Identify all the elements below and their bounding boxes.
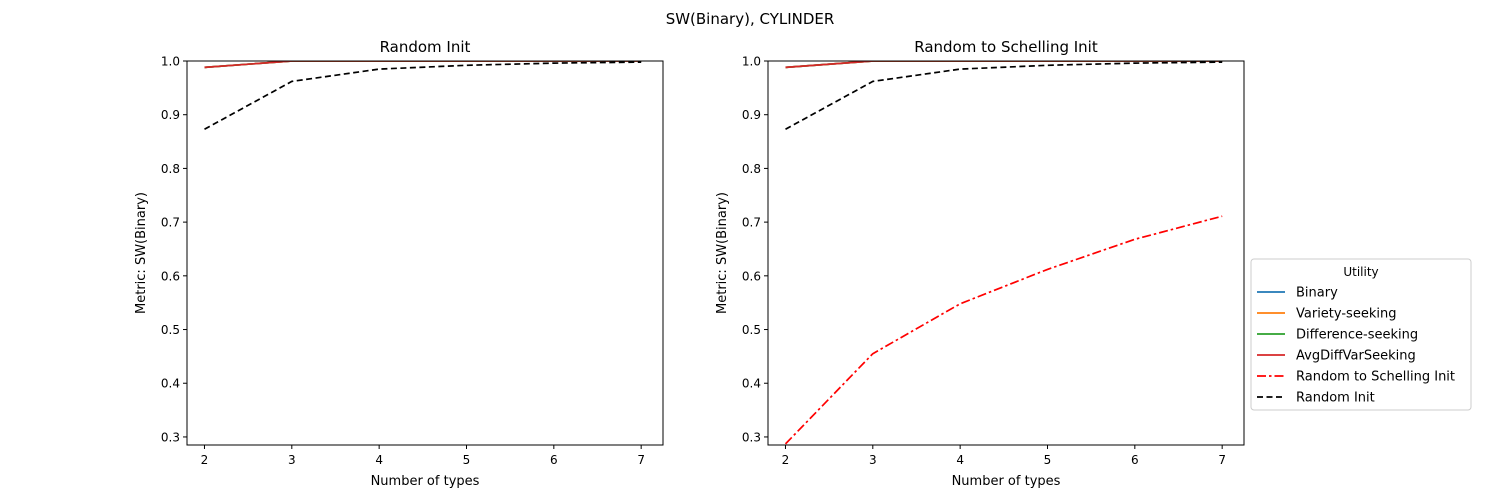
y-tick-label: 0.4 xyxy=(742,377,761,391)
series-line-random-init xyxy=(204,61,642,130)
y-tick-label: 0.9 xyxy=(742,108,761,122)
x-tick-label: 3 xyxy=(288,453,296,467)
x-tick-label: 5 xyxy=(463,453,471,467)
figure-suptitle: SW(Binary), CYLINDER xyxy=(666,10,835,28)
legend-entry: Difference-seeking xyxy=(1257,328,1418,343)
x-tick-label: 7 xyxy=(637,453,645,467)
y-axis-label: Metric: SW(Binary) xyxy=(134,192,149,314)
x-tick-label: 3 xyxy=(869,453,877,467)
y-tick-label: 0.5 xyxy=(161,323,180,337)
series-line-random-init xyxy=(785,61,1223,130)
legend-label: Difference-seeking xyxy=(1296,328,1418,343)
chart-panel-1: 2 3 4 5 6 7 0.3 0.4 0.5 0.6 0.7 0.8 0.9 1.0 Random Ini… xyxy=(134,38,664,489)
y-tick-label: 0.5 xyxy=(742,323,761,337)
series-line-avgdiffvarseeking xyxy=(204,61,642,69)
y-tick-label: 0.4 xyxy=(161,377,180,391)
legend-entry: Random to Schelling Init xyxy=(1257,370,1455,385)
plot-frame xyxy=(186,60,664,446)
legend-entry: Binary xyxy=(1257,286,1338,301)
x-axis-label: Number of types xyxy=(371,474,480,489)
chart-title: Random Init xyxy=(380,38,471,56)
legend-entry: AvgDiffVarSeeking xyxy=(1257,349,1416,364)
series-line-random-to-schelling-init xyxy=(784,215,1223,445)
x-tick-label: 4 xyxy=(375,453,383,467)
y-tick-label: 1.0 xyxy=(161,55,180,69)
legend-title: Utility xyxy=(1343,265,1378,279)
y-tick-label: 0.6 xyxy=(161,269,180,283)
x-tick-label: 7 xyxy=(1218,453,1226,467)
series-group xyxy=(784,61,1223,445)
series-line-avgdiffvarseeking xyxy=(785,61,1223,69)
y-tick-label: 0.3 xyxy=(742,430,761,444)
series-group xyxy=(204,61,642,130)
legend-label: Binary xyxy=(1296,286,1338,301)
chart-panels: 2 3 4 5 6 7 0.3 0.4 0.5 0.6 0.7 0.8 0.9 1.0 Random Ini… xyxy=(134,38,1245,489)
legend-label: AvgDiffVarSeeking xyxy=(1296,349,1416,364)
legend-label: Random to Schelling Init xyxy=(1296,370,1455,385)
legend-label: Random Init xyxy=(1296,391,1375,406)
x-tick-label: 6 xyxy=(550,453,558,467)
y-tick-label: 0.7 xyxy=(742,216,761,230)
x-tick-label: 2 xyxy=(782,453,790,467)
x-tick-label: 4 xyxy=(956,453,964,467)
y-tick-label: 0.3 xyxy=(161,430,180,444)
legend: Utility Binary Variety-seeking Difference-s… xyxy=(1250,258,1472,411)
legend-box xyxy=(1250,258,1472,411)
y-tick-label: 0.8 xyxy=(161,162,180,176)
legend-entry: Variety-seeking xyxy=(1257,307,1396,322)
y-tick-label: 0.8 xyxy=(742,162,761,176)
chart-title: Random to Schelling Init xyxy=(914,38,1098,56)
y-tick-label: 0.7 xyxy=(161,216,180,230)
x-tick-label: 6 xyxy=(1131,453,1139,467)
plot-frame xyxy=(767,60,1245,446)
x-tick-label: 5 xyxy=(1044,453,1052,467)
x-axis-label: Number of types xyxy=(952,474,1061,489)
legend-label: Variety-seeking xyxy=(1296,307,1396,322)
y-tick-label: 0.9 xyxy=(161,108,180,122)
y-axis-label: Metric: SW(Binary) xyxy=(715,192,730,314)
chart-panel-2: 2 3 4 5 6 7 0.3 0.4 0.5 0.6 0.7 0.8 0.9 1.0 Random to … xyxy=(715,38,1245,489)
y-tick-label: 0.6 xyxy=(742,269,761,283)
legend-entry: Random Init xyxy=(1257,391,1375,406)
x-tick-label: 2 xyxy=(201,453,209,467)
y-tick-label: 1.0 xyxy=(742,55,761,69)
